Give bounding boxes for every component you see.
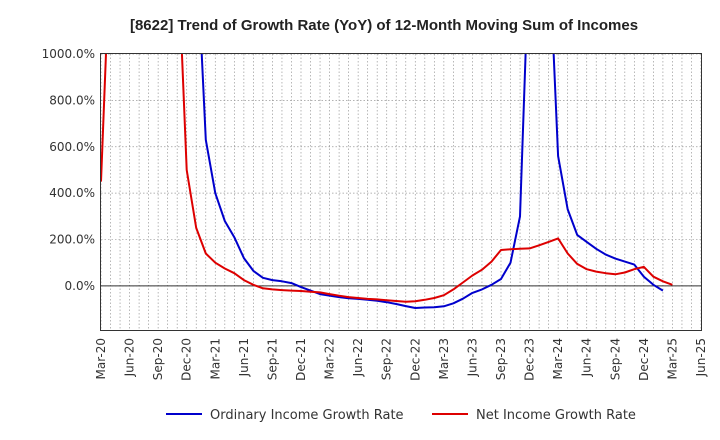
x-tick-label: Mar-22 xyxy=(323,338,337,379)
x-tick-label: Mar-20 xyxy=(94,338,108,379)
x-tick-label: Jun-23 xyxy=(465,338,479,377)
legend: Ordinary Income Growth Rate Net Income Gr… xyxy=(166,408,636,423)
x-tick-label: Dec-22 xyxy=(408,338,422,381)
x-tick-label: Sep-20 xyxy=(151,338,165,380)
y-tick-label: 400.0% xyxy=(49,186,95,200)
x-tick-label: Jun-24 xyxy=(580,338,594,377)
x-tick-label: Jun-25 xyxy=(694,338,708,377)
x-tick-label: Dec-23 xyxy=(523,338,537,381)
y-axis: 0.0% 200.0% 400.0% 600.0% 800.0% 1000.0% xyxy=(42,47,95,293)
x-tick-label: Mar-24 xyxy=(551,338,565,379)
x-tick-label: Dec-21 xyxy=(294,338,308,381)
x-tick-label: Dec-20 xyxy=(180,338,194,381)
x-tick-label: Mar-25 xyxy=(665,338,679,379)
series-line-net-income xyxy=(101,54,673,303)
grid xyxy=(100,53,702,330)
x-tick-label: Mar-23 xyxy=(437,338,451,379)
legend-label: Ordinary Income Growth Rate xyxy=(210,408,404,423)
x-axis: Mar-20 Jun-20 Sep-20 Dec-20 Mar-21 Jun-21 Sep-… xyxy=(94,338,708,381)
x-tick-label: Sep-23 xyxy=(494,338,508,380)
x-tick-label: Dec-24 xyxy=(637,338,651,381)
y-tick-label: 600.0% xyxy=(49,140,95,154)
legend-label: Net Income Growth Rate xyxy=(476,408,636,423)
x-tick-label: Sep-22 xyxy=(380,338,394,380)
x-tick-label: Sep-24 xyxy=(608,338,622,380)
series-line-ordinary-income xyxy=(200,54,664,309)
y-tick-label: 0.0% xyxy=(65,279,96,293)
y-tick-label: 1000.0% xyxy=(42,47,95,61)
plot-frame xyxy=(100,53,702,331)
plot-lines xyxy=(101,54,673,309)
x-tick-label: Jun-21 xyxy=(237,338,251,377)
chart-title: [8622] Trend of Growth Rate (YoY) of 12-… xyxy=(130,17,638,34)
x-tick-label: Jun-20 xyxy=(123,338,137,377)
y-tick-label: 800.0% xyxy=(49,93,95,107)
y-tick-label: 200.0% xyxy=(49,233,95,247)
x-tick-label: Sep-21 xyxy=(265,338,279,380)
x-tick-label: Mar-21 xyxy=(208,338,222,379)
x-tick-label: Jun-22 xyxy=(351,338,365,377)
